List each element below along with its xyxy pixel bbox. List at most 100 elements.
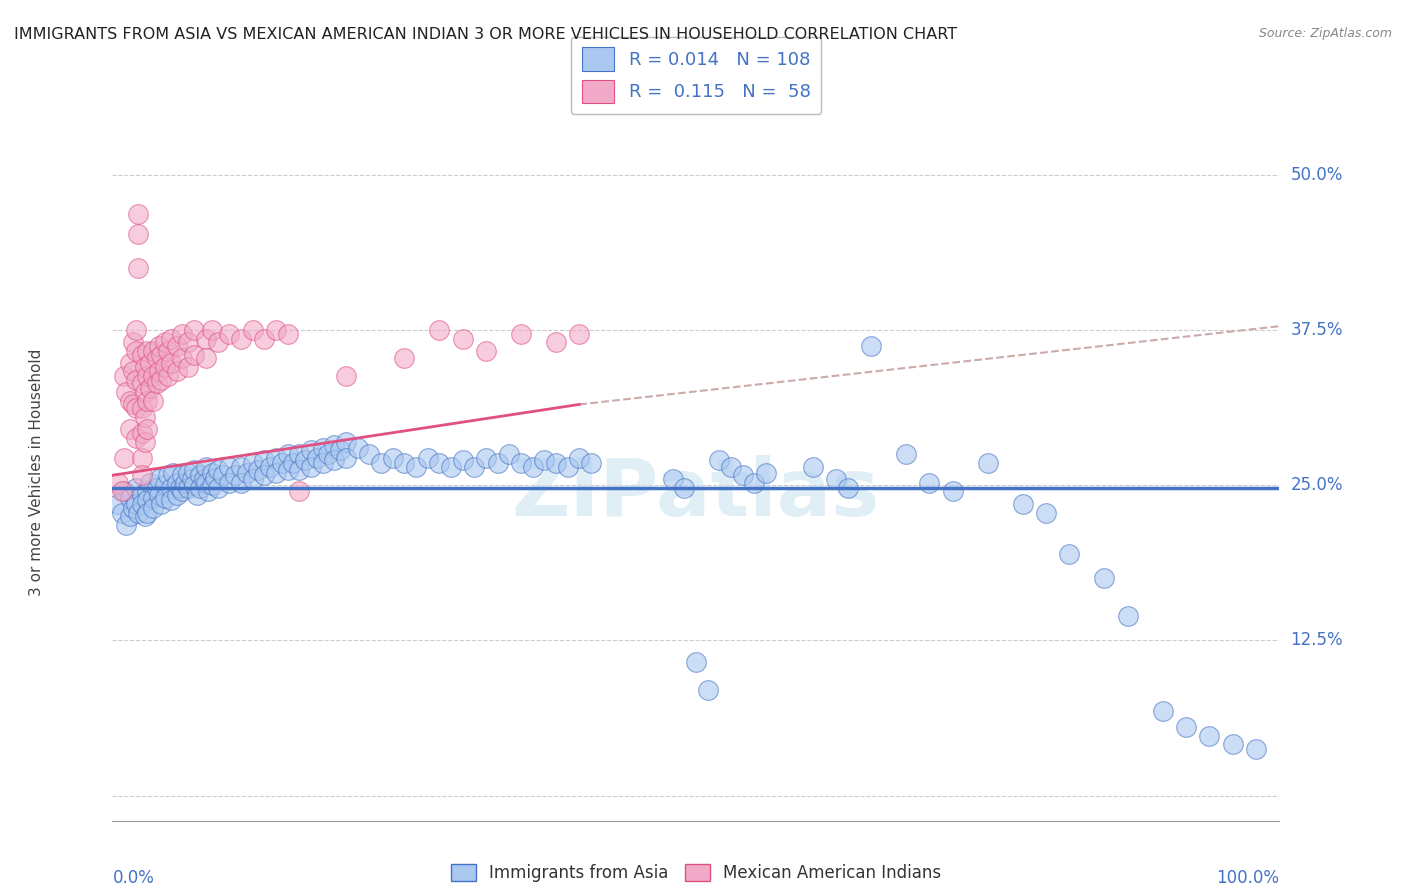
Point: [451, 453, 474, 467]
Point: [125, 373, 148, 387]
Point: [107, 475, 129, 490]
Point: [148, 488, 170, 502]
Point: [381, 450, 404, 465]
Point: [509, 456, 531, 470]
Point: [942, 484, 965, 499]
Point: [212, 468, 235, 483]
Text: ZIPatlas: ZIPatlas: [512, 455, 880, 533]
Point: [142, 393, 165, 408]
Point: [323, 453, 346, 467]
Point: [276, 463, 298, 477]
Point: [1175, 721, 1198, 735]
Point: [169, 481, 191, 495]
Text: 100.0%: 100.0%: [1216, 870, 1279, 888]
Text: 3 or more Vehicles in Household: 3 or more Vehicles in Household: [30, 349, 44, 597]
Point: [1011, 497, 1033, 511]
Point: [288, 447, 311, 461]
Text: Source: ZipAtlas.com: Source: ZipAtlas.com: [1258, 27, 1392, 40]
Point: [259, 459, 281, 474]
Point: [475, 344, 498, 359]
Point: [118, 356, 141, 370]
Point: [125, 481, 148, 495]
Point: [142, 368, 165, 383]
Point: [270, 456, 292, 470]
Point: [183, 463, 205, 477]
Point: [1092, 571, 1115, 585]
Point: [229, 332, 252, 346]
Point: [136, 368, 159, 383]
Point: [392, 351, 416, 366]
Point: [131, 468, 153, 483]
Point: [118, 509, 141, 524]
Point: [112, 368, 135, 383]
Point: [247, 463, 270, 477]
Point: [329, 443, 352, 458]
Point: [197, 484, 219, 499]
Point: [131, 425, 153, 440]
Point: [180, 472, 202, 486]
Point: [451, 332, 474, 346]
Point: [661, 472, 683, 486]
Point: [498, 447, 520, 461]
Point: [242, 456, 264, 470]
Point: [139, 475, 162, 490]
Point: [207, 463, 229, 477]
Point: [160, 332, 183, 346]
Point: [294, 453, 316, 467]
Point: [118, 393, 141, 408]
Point: [125, 344, 148, 359]
Point: [127, 227, 149, 242]
Point: [533, 453, 555, 467]
Point: [359, 447, 381, 461]
Point: [218, 326, 240, 341]
Point: [134, 509, 156, 524]
Point: [218, 459, 240, 474]
Point: [264, 466, 287, 480]
Point: [475, 450, 498, 465]
Point: [207, 481, 229, 495]
Point: [186, 488, 208, 502]
Point: [136, 484, 159, 499]
Point: [194, 351, 217, 366]
Point: [111, 484, 134, 499]
Point: [201, 323, 224, 337]
Point: [370, 456, 392, 470]
Point: [136, 506, 159, 520]
Point: [522, 459, 544, 474]
Point: [894, 447, 917, 461]
Point: [299, 443, 322, 458]
Point: [568, 450, 591, 465]
Point: [253, 453, 276, 467]
Point: [1035, 506, 1057, 520]
Point: [323, 438, 346, 452]
Point: [112, 450, 135, 465]
Point: [685, 655, 707, 669]
Point: [720, 459, 742, 474]
Text: 0.0%: 0.0%: [112, 870, 155, 888]
Point: [122, 364, 145, 378]
Point: [673, 481, 696, 495]
Point: [837, 481, 859, 495]
Point: [188, 481, 211, 495]
Point: [153, 360, 176, 375]
Point: [166, 488, 188, 502]
Point: [427, 323, 450, 337]
Point: [509, 326, 531, 341]
Point: [173, 475, 195, 490]
Point: [111, 506, 134, 520]
Point: [131, 401, 153, 416]
Text: 25.0%: 25.0%: [1291, 476, 1343, 494]
Point: [177, 335, 200, 350]
Point: [201, 466, 224, 480]
Point: [125, 401, 148, 416]
Point: [139, 381, 162, 395]
Point: [305, 450, 328, 465]
Point: [148, 472, 170, 486]
Point: [118, 422, 141, 436]
Point: [207, 335, 229, 350]
Point: [115, 384, 138, 399]
Point: [335, 368, 357, 383]
Point: [142, 344, 165, 359]
Point: [112, 484, 135, 499]
Text: IMMIGRANTS FROM ASIA VS MEXICAN AMERICAN INDIAN 3 OR MORE VEHICLES IN HOUSEHOLD : IMMIGRANTS FROM ASIA VS MEXICAN AMERICAN…: [14, 27, 957, 42]
